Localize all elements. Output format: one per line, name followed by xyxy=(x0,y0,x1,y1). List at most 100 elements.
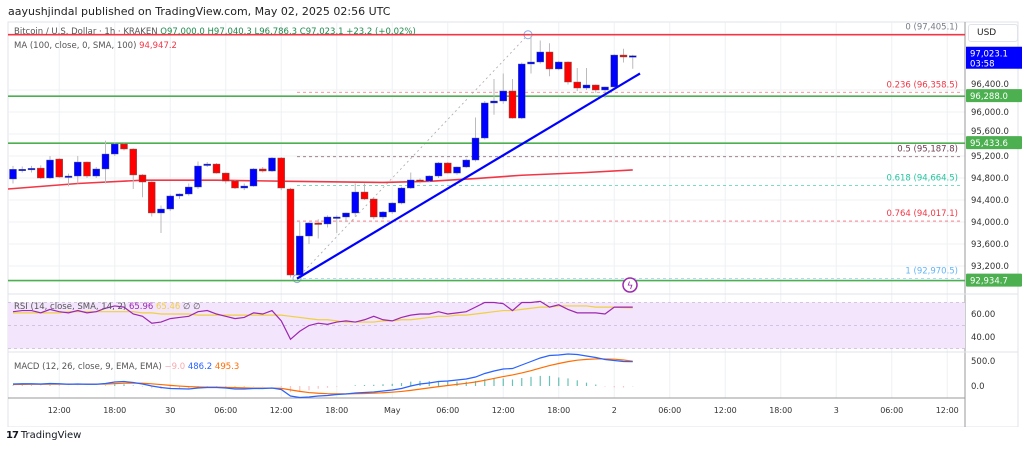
low-value: L96,786.3 xyxy=(254,27,298,37)
price-tag-bg xyxy=(966,89,1022,103)
moving-average-line xyxy=(7,169,633,190)
candle-body xyxy=(527,61,535,65)
chart-canvas[interactable]: 12:00 18:00 30 06:00 12:00 18:00 May 06:00 12:00… xyxy=(0,0,1024,427)
fib-level-label: 0.236 (96,358.5) xyxy=(886,80,958,90)
candle-body xyxy=(518,63,526,119)
macd-histogram-bar xyxy=(622,386,625,388)
candle-body xyxy=(619,54,628,58)
macd-histogram-bar xyxy=(493,378,495,386)
rsi-value: 65.96 xyxy=(128,302,154,312)
candle-body xyxy=(425,175,433,182)
time-axis-label: 12:00 xyxy=(714,406,737,415)
time-axis-label: 12:00 xyxy=(270,406,293,415)
candle-body xyxy=(157,208,165,214)
macd-histogram-bar xyxy=(234,386,236,388)
time-axis-label: 3 xyxy=(834,406,839,415)
candle-body xyxy=(323,216,332,225)
macd-histogram-bar xyxy=(604,386,606,387)
rsi-signal-value: 65.46 xyxy=(156,302,181,312)
candle-body xyxy=(444,162,452,174)
candle-body xyxy=(314,222,322,225)
candle-body xyxy=(360,191,369,200)
candle-body xyxy=(101,153,110,170)
time-axis-label: 06:00 xyxy=(658,406,681,415)
time-axis-label: 12:00 xyxy=(492,406,515,415)
open-value: O97,000.0 xyxy=(160,27,205,37)
macd-histogram-bar xyxy=(484,379,486,386)
candle-body xyxy=(499,90,507,102)
tradingview-logo[interactable]: 17 TradingView xyxy=(6,430,81,441)
price-axis-label: 93,600.0 xyxy=(971,240,1009,250)
candle-body xyxy=(416,179,424,182)
macd-histogram-bar xyxy=(225,386,227,387)
macd-histogram-bar xyxy=(114,384,116,386)
brand-name: TradingView xyxy=(20,430,82,441)
macd-histogram-bar xyxy=(437,380,440,386)
macd-histogram-bar xyxy=(447,381,449,386)
macd-label[interactable]: MACD (12, 26, close, 9, EMA, EMA) xyxy=(14,362,162,372)
price-tag-bg xyxy=(966,273,1022,287)
macd-histogram-bar xyxy=(511,379,514,386)
candle-body xyxy=(92,168,100,177)
candle-body xyxy=(333,216,341,219)
time-axis-label: 18:00 xyxy=(325,406,348,415)
lightning-icon-glyph: ϟ xyxy=(627,281,634,292)
ma-value: 94,947.2 xyxy=(139,41,177,51)
macd-histogram-bar xyxy=(363,385,366,386)
fib-level-label: 0.618 (94,664.5) xyxy=(886,173,958,183)
ma-label[interactable]: MA (100, close, 0, SMA, 100) xyxy=(14,41,137,51)
macd-histogram-bar xyxy=(613,386,615,388)
candle-countdown: 03:58 xyxy=(970,60,995,70)
macd-histogram-bar xyxy=(567,378,569,386)
symbol-name[interactable]: Bitcoin / U.S. Dollar · 1h · KRAKEN xyxy=(14,27,158,37)
candle-body xyxy=(55,158,63,178)
candle-body xyxy=(240,185,248,189)
candle-body xyxy=(138,174,147,183)
time-axis-label: 06:00 xyxy=(436,406,459,415)
candle-body xyxy=(555,61,563,70)
macd-histogram-bar xyxy=(539,375,541,386)
close-value: C97,023.1 xyxy=(299,27,344,37)
candle-body xyxy=(111,143,119,155)
lightning-icon[interactable] xyxy=(622,277,638,293)
candle-body xyxy=(259,168,267,172)
fib-level-label: 0.5 (95,187.8) xyxy=(897,145,958,155)
rsi-label[interactable]: RSI (14, close, SMA, 14, 2) xyxy=(14,302,127,312)
candle-body xyxy=(629,55,637,58)
fib-level-label: 1 (92,970.5) xyxy=(905,267,958,277)
candle-body xyxy=(222,172,230,182)
macd-histogram-bar xyxy=(521,378,523,386)
macd-signal-line xyxy=(12,358,633,395)
candle-body xyxy=(129,148,137,176)
macd-histogram-bar xyxy=(595,384,597,386)
candle-body xyxy=(194,165,202,188)
price-tag: 96,288.0 xyxy=(970,92,1008,102)
candle-body xyxy=(212,163,221,174)
macd-histogram-bar xyxy=(382,384,384,386)
candle-body xyxy=(397,187,406,204)
price-axis-label: 95,600.0 xyxy=(971,127,1009,137)
rsi-signal-line xyxy=(13,305,633,323)
candle-body xyxy=(462,159,470,168)
fib-level-label: 0.764 (94,017.1) xyxy=(886,209,958,219)
macd-legend: MACD (12, 26, close, 9, EMA, EMA) −9.0 4… xyxy=(14,362,239,372)
candle-body xyxy=(610,54,618,88)
macd-histogram-bar xyxy=(391,383,393,386)
macd-histogram-bar xyxy=(123,384,125,386)
rsi-axis-label: 60.00 xyxy=(971,310,995,320)
candle-body xyxy=(286,188,295,276)
currency-selector[interactable]: USD xyxy=(968,24,1018,42)
price-axis-label: 96,400.0 xyxy=(971,80,1009,90)
rsi-legend: RSI (14, close, SMA, 14, 2) 65.96 65.46 … xyxy=(14,302,201,312)
candle-body xyxy=(342,212,350,218)
price-axis-label: 93,200.0 xyxy=(971,262,1009,272)
candle-body xyxy=(490,100,498,104)
macd-histogram-bar xyxy=(558,377,560,386)
fib-level-label: 0 (97,405.1) xyxy=(905,23,958,33)
candle-body xyxy=(231,180,239,189)
macd-histogram-bar xyxy=(243,386,245,388)
rsi-extra-2: ∅ xyxy=(193,302,201,312)
macd-histogram-bar xyxy=(530,376,532,386)
candle-body xyxy=(434,162,443,177)
macd-histogram-bar xyxy=(12,385,14,386)
